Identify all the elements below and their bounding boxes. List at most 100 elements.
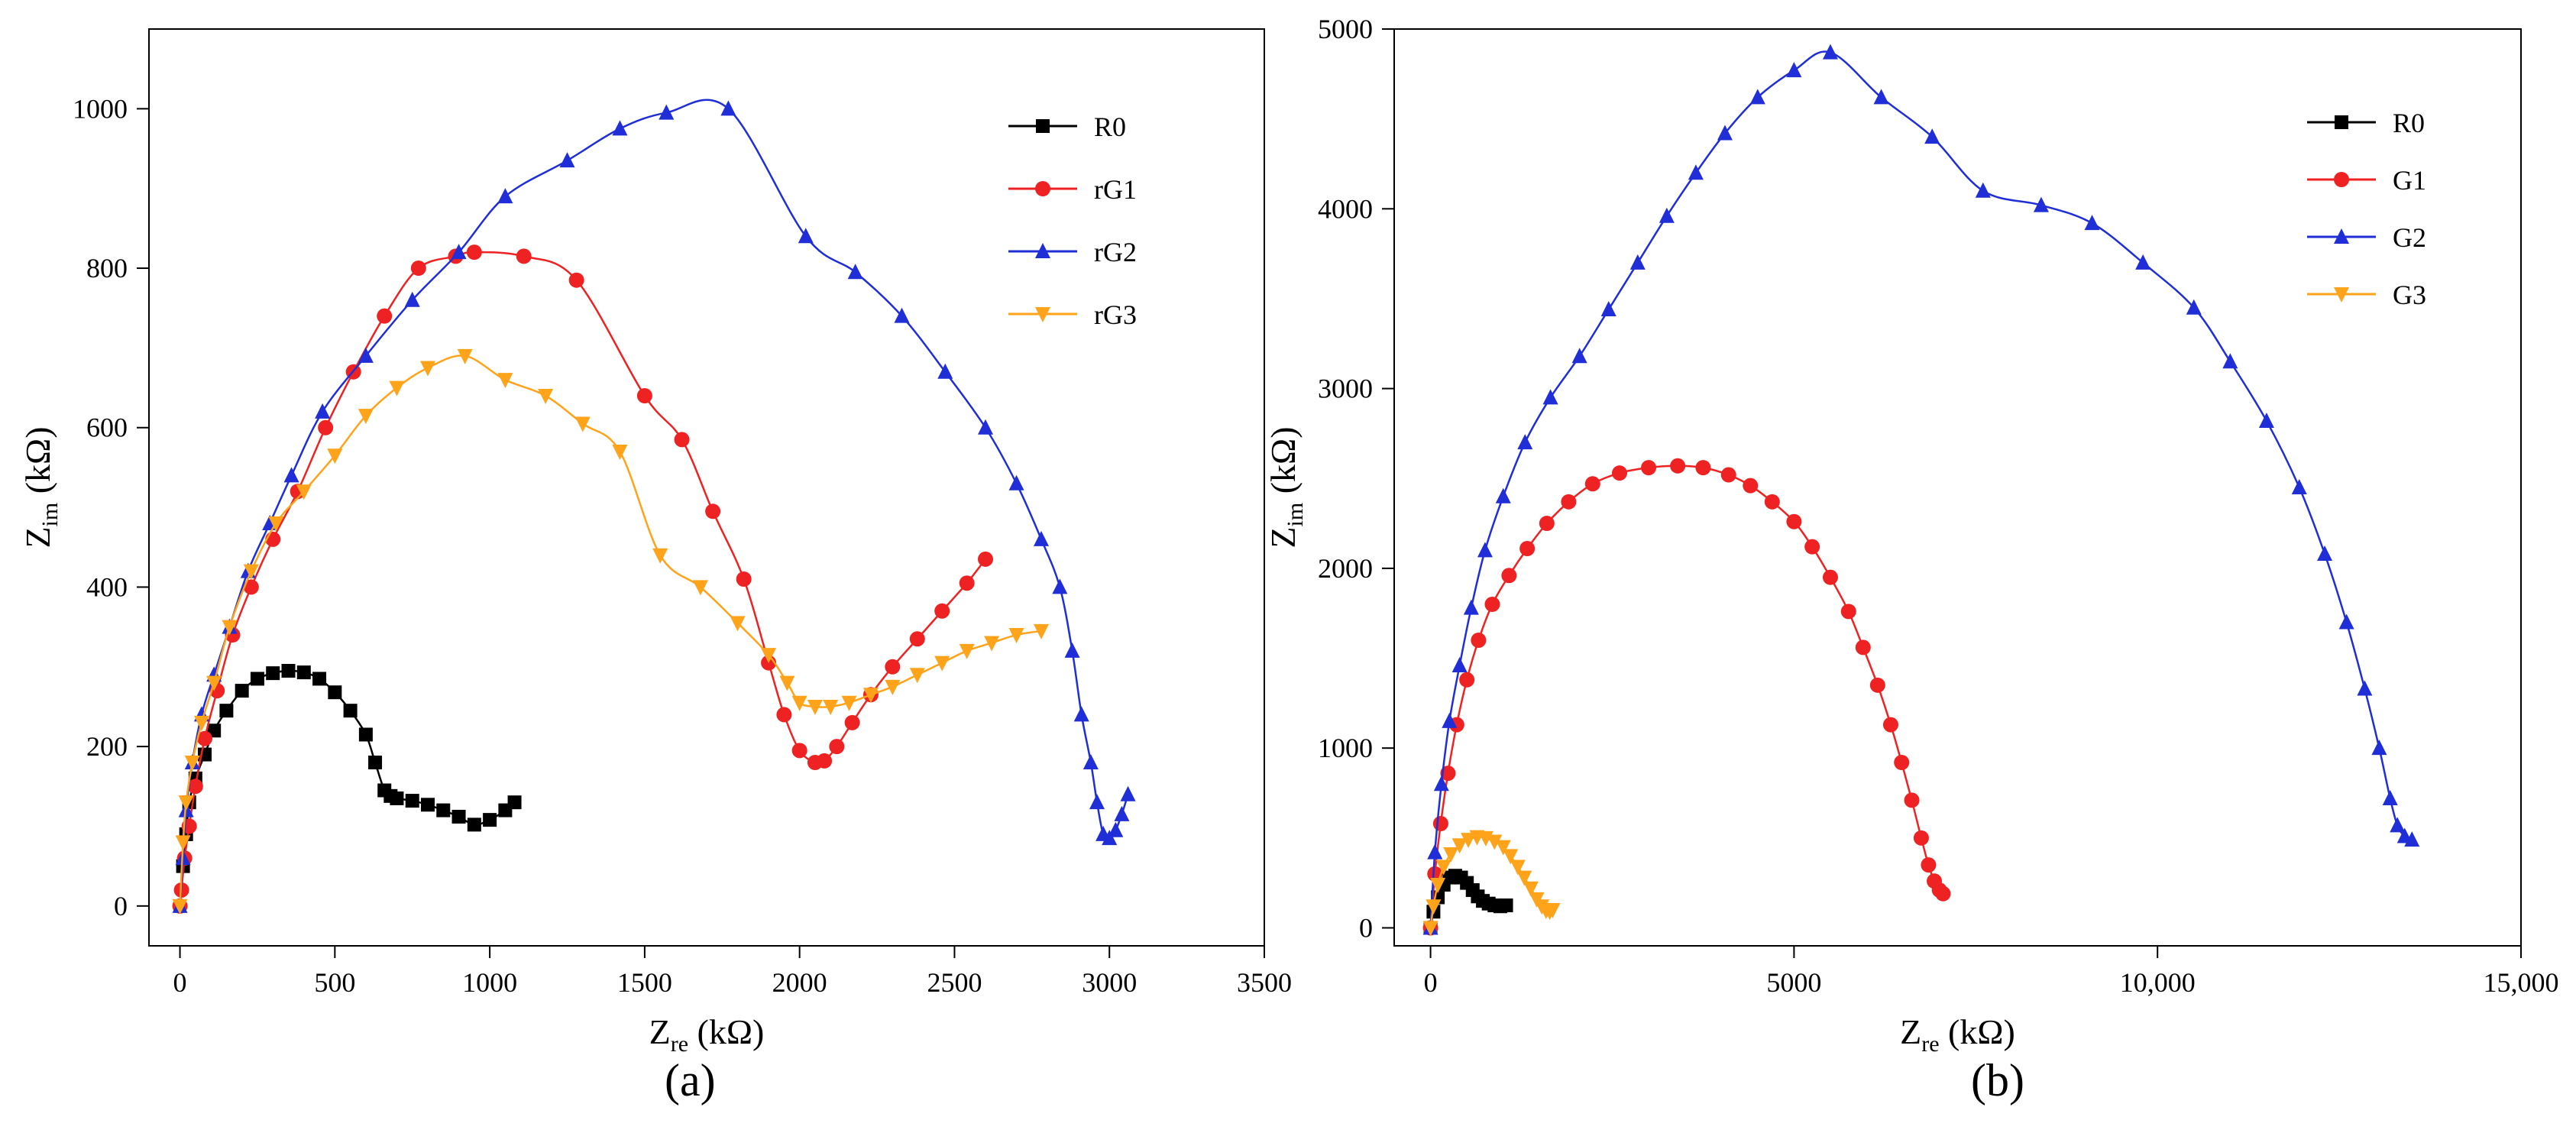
y-tick-label: 4000 — [1318, 193, 1373, 224]
chart-panel-a: 0 500 1000 1500 2000 2500 3000 3500 0 200 400 600 80… — [18, 28, 1292, 1057]
data-point-rG2 — [1120, 785, 1136, 801]
data-point-rG1 — [959, 575, 975, 591]
series-R0 — [176, 664, 522, 873]
y-tick-label: 2000 — [1318, 553, 1373, 584]
y-tick-label: 200 — [86, 731, 128, 762]
data-point-rG3 — [909, 668, 925, 684]
y-axis-label-main: Z — [18, 526, 57, 548]
data-point-rG3 — [538, 389, 554, 404]
data-point-G1 — [1743, 478, 1759, 494]
legend-label-G2: G2 — [2393, 222, 2426, 253]
data-point-G2 — [1571, 348, 1587, 364]
data-point-rG1 — [377, 308, 393, 324]
x-tick-label: 15,000 — [2484, 967, 2559, 998]
data-point-rG1 — [705, 503, 721, 520]
data-point-rG3 — [497, 373, 513, 389]
legend: R0 G1 G2 G3 — [2307, 108, 2426, 310]
series-line-G1 — [1429, 465, 1944, 928]
data-point-rG3 — [175, 835, 191, 851]
data-point-rG3 — [184, 756, 200, 771]
data-point-G1 — [1519, 541, 1536, 556]
y-tick-label: 0 — [1359, 912, 1373, 943]
data-point-R0 — [281, 664, 296, 678]
data-point-G2 — [2382, 790, 2398, 806]
x-axis-label-sub: re — [671, 1031, 688, 1057]
legend-marker-G3 — [2334, 287, 2349, 303]
data-point-G2 — [2291, 479, 2307, 494]
series-G3 — [1422, 830, 1561, 937]
data-point-rG3 — [841, 695, 857, 711]
data-point-rG1 — [243, 579, 259, 595]
data-point-R0 — [507, 795, 522, 810]
data-point-G1 — [1804, 539, 1820, 555]
data-point-G2 — [2371, 740, 2387, 756]
data-point-rG1 — [410, 261, 426, 277]
data-point-G2 — [1629, 254, 1646, 270]
panel-label-a: (a) — [665, 1055, 716, 1106]
data-point-G2 — [1427, 843, 1443, 860]
data-point-R0 — [405, 794, 419, 808]
data-point-rG2 — [1114, 805, 1130, 821]
x-axis-label: Zre (kΩ) — [1900, 1012, 2015, 1057]
series-line-R0 — [182, 669, 516, 866]
data-point-G3 — [1461, 833, 1477, 849]
data-point-G1 — [1904, 792, 1920, 808]
y-tick-label: 1000 — [73, 93, 128, 124]
data-point-rG3 — [389, 380, 405, 397]
data-point-G3 — [1516, 870, 1532, 886]
series-G2 — [1422, 44, 2420, 935]
data-point-rG2 — [1008, 474, 1024, 490]
legend: R0 rG1 rG2 rG3 — [1008, 112, 1137, 330]
x-axis-label-unit: (kΩ) — [688, 1012, 764, 1051]
data-point-G3 — [1545, 902, 1561, 918]
data-point-G2 — [1600, 301, 1616, 317]
data-point-rG1 — [197, 730, 212, 746]
data-point-rG1 — [466, 244, 482, 261]
y-tick-label: 0 — [114, 891, 128, 921]
data-point-rG1 — [318, 419, 334, 435]
data-point-rG2 — [937, 363, 953, 379]
legend-marker-G1 — [2334, 172, 2349, 187]
data-point-G2 — [2404, 831, 2420, 847]
x-axis-label-sub: re — [1921, 1031, 1939, 1057]
x-tick-label: 3000 — [1082, 967, 1137, 998]
data-point-G1 — [1440, 766, 1456, 782]
data-point-R0 — [483, 813, 497, 827]
data-point-G2 — [1477, 542, 1493, 558]
data-point-G2 — [2222, 353, 2238, 369]
data-point-G2 — [1749, 89, 1765, 105]
data-point-rG3 — [178, 795, 194, 811]
data-point-G1 — [1427, 866, 1443, 882]
x-axis-label: Zre (kΩ) — [649, 1012, 765, 1057]
data-point-G1 — [1882, 717, 1898, 733]
data-point-G2 — [1451, 656, 1468, 672]
data-point-rG3 — [885, 679, 901, 695]
data-point-G3 — [1443, 847, 1459, 863]
data-point-rG3 — [193, 715, 209, 731]
data-point-G1 — [1869, 677, 1885, 693]
data-point-rG3 — [730, 616, 746, 632]
data-point-rG3 — [779, 675, 795, 691]
data-point-G1 — [1720, 467, 1736, 483]
data-point-G1 — [1822, 569, 1838, 585]
data-point-G3 — [1487, 834, 1503, 850]
data-point-rG2 — [612, 120, 628, 136]
data-point-G1 — [1670, 458, 1686, 474]
y-tick-label: 400 — [86, 571, 128, 602]
legend-label-rG2: rG2 — [1094, 237, 1137, 267]
data-point-rG3 — [692, 580, 708, 596]
y-axis-label-main: Z — [1264, 526, 1303, 548]
legend-marker-R0 — [2335, 115, 2348, 129]
data-point-G2 — [2390, 817, 2406, 833]
data-point-G2 — [2186, 299, 2202, 315]
y-axis-label: Zim (kΩ) — [1264, 426, 1308, 548]
data-point-rG1 — [636, 388, 652, 403]
data-point-rG3 — [791, 695, 807, 711]
data-point-G1 — [1641, 460, 1657, 476]
series-G1 — [1422, 458, 1951, 936]
x-tick-label: 2500 — [927, 967, 982, 998]
data-point-G2 — [2357, 680, 2373, 696]
data-point-R0 — [235, 684, 249, 698]
series-rG2 — [172, 99, 1136, 913]
